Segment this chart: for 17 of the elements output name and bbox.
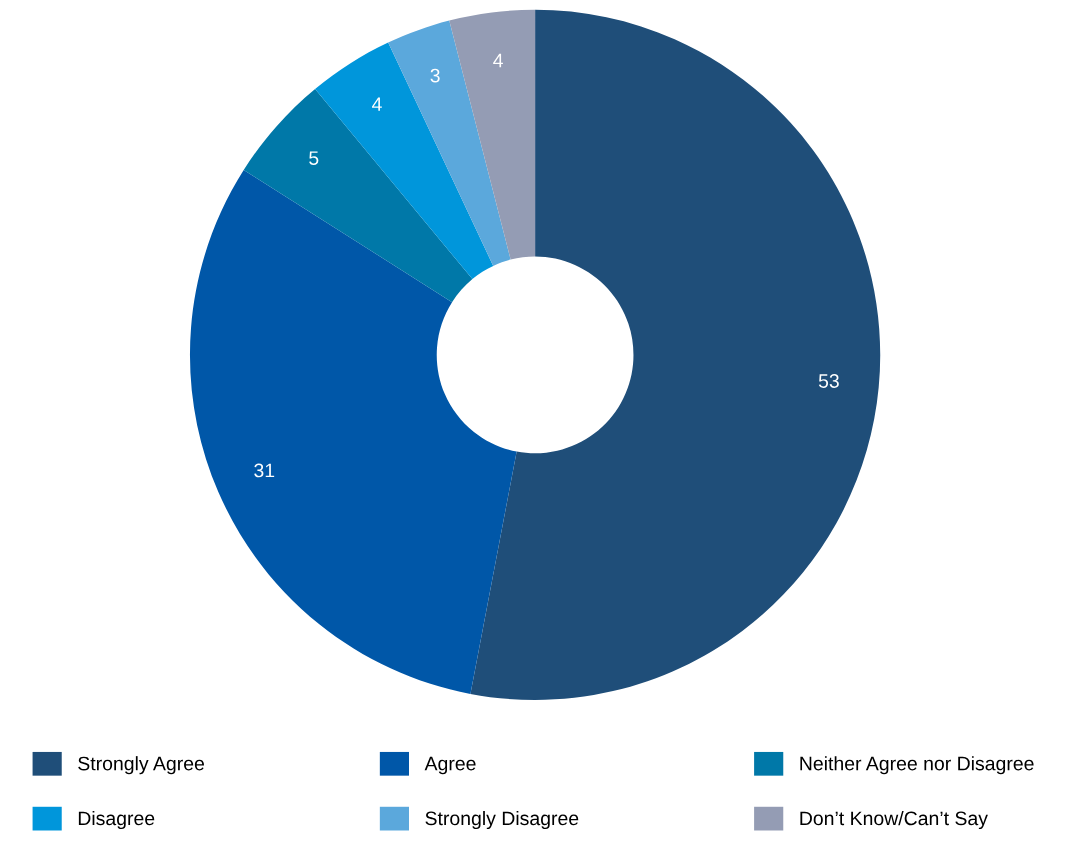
donut-slice bbox=[449, 9, 536, 260]
data-label: 53 bbox=[818, 374, 839, 388]
legend-label: Agree bbox=[424, 756, 476, 775]
legend-label: Strongly Agree bbox=[78, 756, 204, 775]
legend-label: Don’t Know/Can’t Say bbox=[800, 810, 988, 830]
donut-slice bbox=[470, 9, 881, 700]
legend-label: Disagree bbox=[78, 810, 155, 830]
legend-label: Strongly Disagree bbox=[425, 810, 579, 830]
donut-slice bbox=[243, 88, 473, 303]
data-label: 4 bbox=[493, 53, 503, 68]
legend-label: Neither Agree nor Disagree bbox=[800, 756, 1034, 775]
data-label: 4 bbox=[372, 97, 382, 111]
donut-slice bbox=[189, 169, 517, 694]
data-label: 31 bbox=[254, 463, 275, 478]
donut-slice bbox=[388, 20, 511, 266]
data-label: 3 bbox=[430, 68, 440, 83]
data-label: 5 bbox=[309, 151, 319, 165]
